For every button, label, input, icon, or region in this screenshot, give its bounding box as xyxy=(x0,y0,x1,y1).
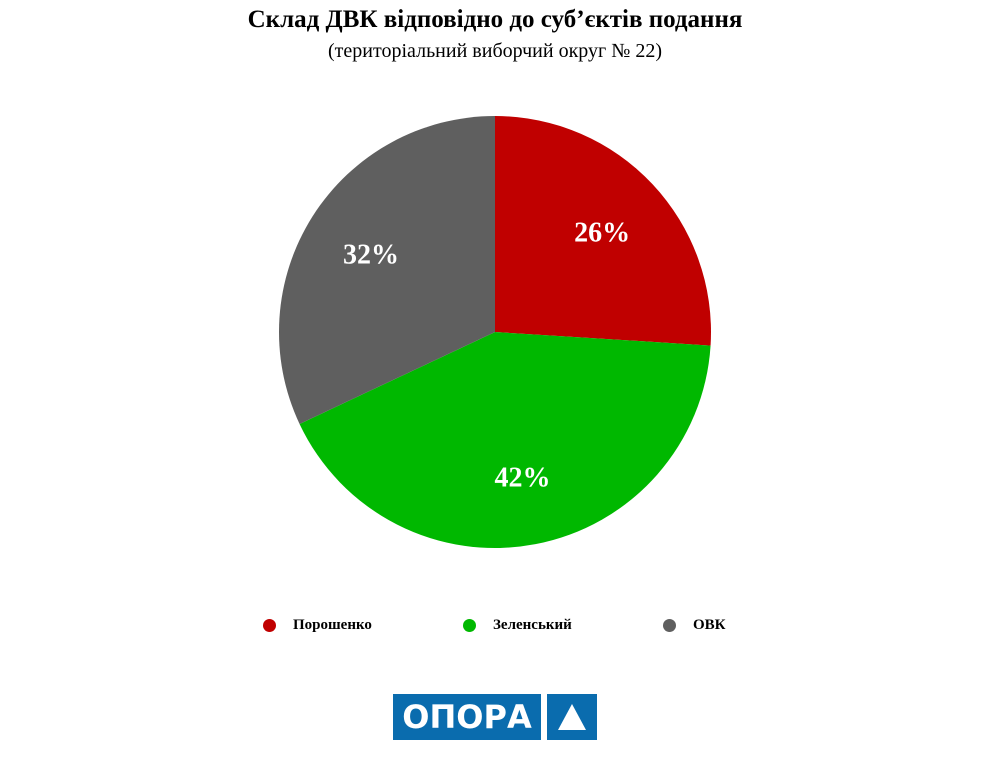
legend: Порошенко Зеленський ОВК xyxy=(0,617,990,639)
chart-subtitle: (територіальний виборчий округ № 22) xyxy=(328,40,662,62)
pie-chart: 26% 42% 32% xyxy=(278,116,712,549)
legend-item-ovk: ОВК xyxy=(663,617,726,634)
slice-label-zelensky: 42% xyxy=(495,462,551,493)
legend-label-zelensky: Зеленський xyxy=(493,617,572,633)
opora-logo: ОПОРА xyxy=(393,694,597,740)
slice-zelensky xyxy=(299,332,711,549)
legend-marker-zelensky xyxy=(463,619,476,632)
legend-label-ovk: ОВК xyxy=(693,617,726,633)
slice-ovk xyxy=(278,116,495,424)
slice-label-poroshenko: 26% xyxy=(574,217,630,248)
legend-label-poroshenko: Порошенко xyxy=(293,617,372,633)
chart-title: Склад ДВК відповідно до суб’єктів поданн… xyxy=(247,6,743,33)
slice-label-ovk: 32% xyxy=(343,239,399,270)
legend-item-poroshenko: Порошенко xyxy=(263,617,372,634)
logo-text: ОПОРА xyxy=(393,694,541,740)
triangle-icon xyxy=(547,694,597,740)
legend-marker-poroshenko xyxy=(263,619,276,632)
legend-item-zelensky: Зеленський xyxy=(463,617,572,634)
slice-poroshenko xyxy=(495,116,712,346)
legend-marker-ovk xyxy=(663,619,676,632)
